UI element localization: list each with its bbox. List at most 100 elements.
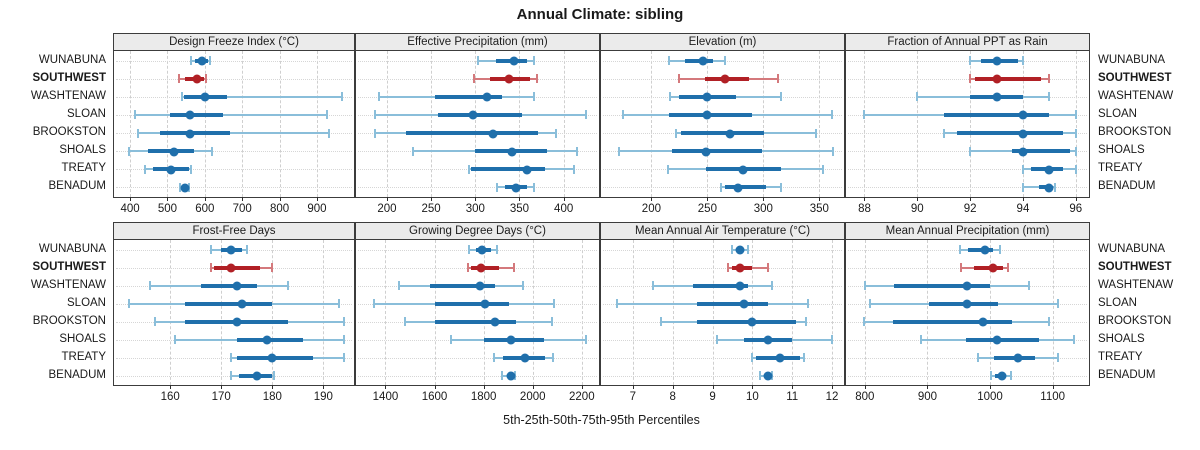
median-dot: [506, 371, 516, 381]
axis-tick: [519, 197, 521, 201]
row-guide: [116, 78, 352, 80]
axis-tick: [917, 197, 919, 201]
whisker-cap-low: [617, 146, 620, 156]
median-dot: [522, 165, 532, 175]
row-label-left-benadum: BENADUM: [48, 180, 106, 193]
axis-tick-label: 700: [232, 203, 252, 215]
whisker-cap-low: [466, 263, 469, 272]
whisker-cap-low: [230, 353, 233, 362]
axis-tick-label: 170: [211, 391, 231, 403]
whisker-cap-low: [969, 56, 972, 66]
whisker-cap-high: [551, 353, 554, 362]
whisker-cap-high: [327, 128, 330, 138]
median-dot: [992, 74, 1002, 84]
whisker-cap-low: [863, 281, 866, 290]
gridline: [323, 240, 325, 385]
whisker-cap-high: [204, 74, 207, 84]
whisker-cap-low: [920, 335, 923, 344]
row-label-left-southwest: SOUTHWEST: [32, 71, 106, 84]
panel-header: Effective Precipitation (mm): [355, 33, 600, 51]
axis-tick-label: 180: [262, 391, 282, 403]
whisker-25-75: [438, 112, 523, 117]
whisker-cap-low: [496, 182, 499, 192]
whisker-cap-high: [1009, 371, 1012, 380]
median-dot: [509, 56, 519, 66]
whisker-cap-high: [747, 245, 750, 254]
whisker-25-75: [200, 283, 257, 288]
whisker-cap-low: [210, 245, 213, 254]
row-label-left-shoals: SHOALS: [59, 332, 106, 345]
whisker-cap-low: [668, 56, 671, 66]
whisker-cap-low: [678, 74, 681, 84]
axis-tick-label: 200: [641, 203, 661, 215]
panel-plot-fraction-of-annual-ppt-as-rain: [845, 51, 1090, 198]
median-dot: [237, 299, 247, 309]
whisker-cap-high: [521, 281, 524, 290]
whisker-cap-low: [133, 110, 136, 120]
whisker-cap-low: [143, 164, 146, 174]
whisker-25-75: [434, 319, 516, 324]
median-dot: [520, 353, 530, 363]
row-guide: [603, 249, 842, 251]
row-label-right-benadum: BENADUM: [1098, 180, 1156, 193]
median-dot: [252, 371, 262, 381]
gridline: [672, 240, 674, 385]
gridline: [864, 240, 866, 385]
panel-growing-degree-days-c: Growing Degree Days (°C): [355, 222, 600, 386]
whisker-5-95: [1022, 186, 1055, 189]
whisker-cap-low: [727, 263, 730, 272]
axis-tick: [672, 385, 674, 389]
whisker-cap-low: [989, 371, 992, 380]
gridline: [532, 240, 534, 385]
row-guide: [358, 357, 597, 359]
whisker-cap-high: [554, 128, 557, 138]
axis-tick: [167, 197, 169, 201]
axis-tick-label: 400: [120, 203, 140, 215]
gridline: [170, 240, 172, 385]
median-dot: [735, 263, 745, 273]
median-dot: [1018, 147, 1028, 157]
row-guide: [848, 78, 1087, 80]
axis-tick: [1052, 385, 1054, 389]
whisker-cap-low: [501, 371, 504, 380]
panel-design-freeze-index-c: Design Freeze Index (°C): [113, 33, 355, 198]
whisker-cap-low: [669, 92, 672, 102]
gridline: [970, 51, 972, 197]
axis-tick-label: 96: [1069, 203, 1083, 215]
median-dot: [468, 110, 478, 120]
whisker-cap-high: [999, 245, 1002, 254]
row-label-right-sloan: SLOAN: [1098, 107, 1137, 120]
axis-tick-label: 900: [917, 391, 937, 403]
whisker-cap-high: [532, 92, 535, 102]
panel-header: Frost-Free Days: [113, 222, 355, 240]
whisker-cap-high: [724, 56, 727, 66]
axis-tick: [386, 197, 388, 201]
median-dot: [1018, 129, 1028, 139]
whisker-25-75: [893, 283, 991, 288]
percentiles-caption: 5th-25th-50th-75th-95th Percentiles: [503, 413, 700, 427]
axis-tick-label: 250: [697, 203, 717, 215]
row-label-left-washtenaw: WASHTENAW: [30, 278, 106, 291]
median-dot: [763, 335, 773, 345]
row-label-left-southwest: SOUTHWEST: [32, 260, 106, 273]
whisker-cap-low: [715, 335, 718, 344]
whisker-cap-high: [496, 245, 499, 254]
median-dot: [232, 317, 242, 327]
axis-tick-label: 11: [786, 391, 799, 403]
whisker-cap-high: [1027, 281, 1030, 290]
row-label-right-southwest: SOUTHWEST: [1098, 260, 1172, 273]
whisker-cap-high: [575, 146, 578, 156]
row-label-right-southwest: SOUTHWEST: [1098, 71, 1172, 84]
gridline: [431, 51, 433, 197]
whisker-cap-low: [177, 74, 180, 84]
whisker-cap-high: [1047, 317, 1050, 326]
whisker-cap-low: [373, 299, 376, 308]
axis-tick: [279, 197, 281, 201]
whisker-5-95: [138, 132, 329, 135]
whisker-25-75: [696, 319, 797, 324]
whisker-25-75: [470, 167, 546, 172]
gridline: [927, 240, 929, 385]
axis-tick-label: 7: [629, 391, 637, 403]
row-label-right-treaty: TREATY: [1098, 162, 1143, 175]
median-dot: [180, 183, 190, 193]
